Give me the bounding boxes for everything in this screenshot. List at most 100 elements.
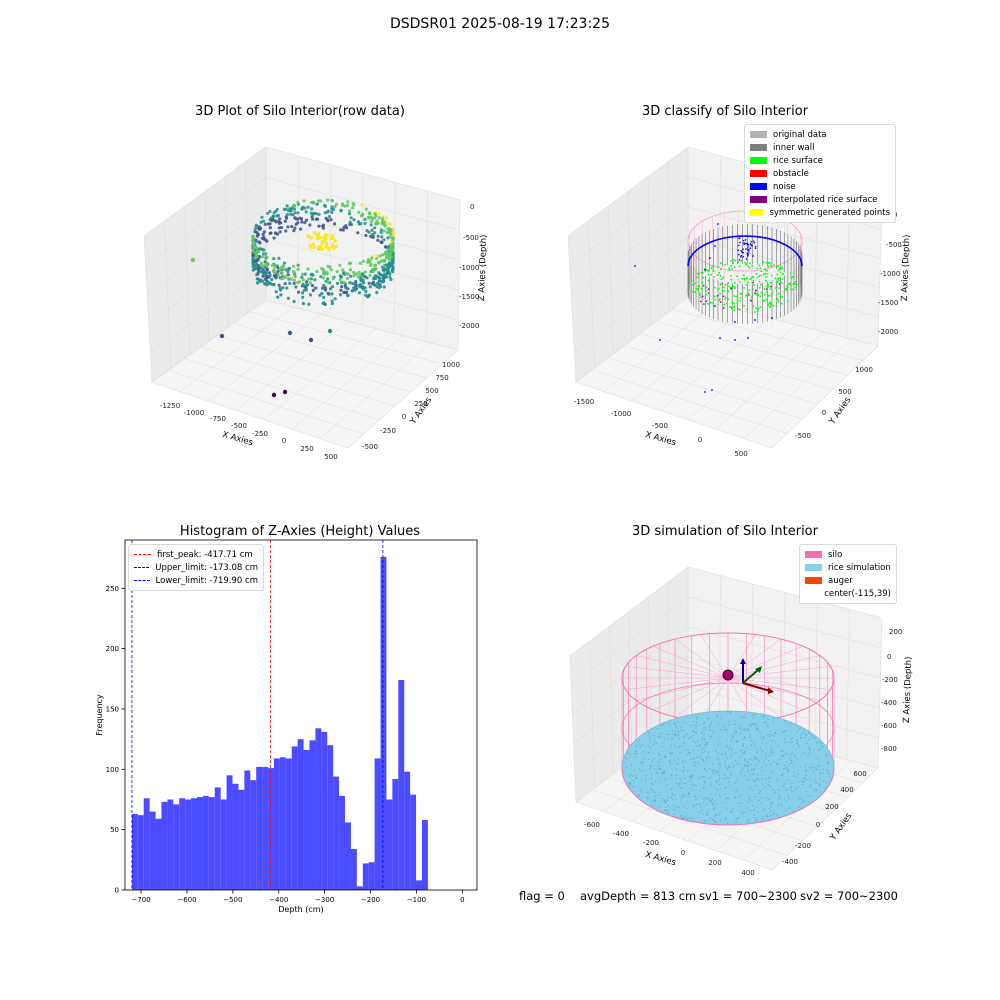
interpolated-point	[754, 292, 756, 294]
rice-surface-point	[733, 295, 736, 297]
rice-point	[701, 751, 703, 754]
rice-point	[771, 801, 773, 804]
panel1-ztick: -500	[463, 234, 479, 242]
rice-point	[808, 732, 810, 734]
rice-point	[785, 800, 788, 803]
rice-surface-point	[787, 300, 789, 302]
rice-point	[674, 734, 677, 737]
rice-point	[632, 785, 634, 788]
rice-point	[690, 784, 692, 786]
rice-point	[770, 763, 772, 766]
rice-point	[758, 779, 760, 781]
rice-point	[749, 757, 752, 760]
rice-point	[633, 756, 635, 759]
rice-point	[736, 762, 738, 765]
rice-surface-point	[740, 260, 743, 263]
axis-arrow-x	[742, 682, 771, 692]
data-point	[350, 289, 354, 293]
rice-point	[625, 757, 627, 759]
rice-surface-point	[773, 264, 775, 266]
data-point	[280, 277, 284, 281]
rice-surface-point	[739, 281, 741, 283]
rice-point	[764, 809, 766, 811]
panel4-xtick: -600	[584, 821, 600, 829]
rice-point	[665, 756, 667, 758]
rice-point	[658, 806, 661, 808]
rice-point	[752, 717, 755, 719]
data-point	[384, 275, 388, 279]
data-point	[326, 198, 330, 202]
rice-point	[677, 758, 679, 760]
rice-surface-point	[793, 283, 796, 286]
rice-point	[671, 730, 674, 732]
panel1-xtick: -250	[252, 430, 268, 438]
rice-point	[808, 752, 810, 754]
rice-surface-point	[748, 267, 751, 269]
panel4-xtick: 200	[708, 859, 721, 867]
data-point	[285, 204, 289, 208]
gridline	[571, 206, 689, 295]
rice-point	[783, 738, 786, 740]
panel4-xlabel: X Axies	[644, 850, 677, 868]
rice-point	[767, 726, 769, 728]
rice-point	[640, 746, 642, 748]
data-point	[330, 285, 335, 289]
rice-point	[736, 740, 739, 742]
rice-surface-point	[777, 299, 779, 302]
data-point	[362, 281, 366, 285]
rice-point	[647, 745, 649, 747]
rice-point	[752, 805, 754, 807]
data-point	[295, 217, 300, 221]
data-point	[373, 216, 377, 220]
rice-point	[777, 797, 780, 800]
rice-point	[798, 806, 800, 809]
rice-surface-point	[751, 264, 754, 267]
gridline	[628, 611, 633, 760]
rice-point	[675, 769, 677, 771]
rice-point	[766, 814, 768, 817]
data-point	[324, 288, 328, 292]
rice-point	[651, 791, 654, 793]
rice-surface-point	[756, 267, 759, 270]
rice-surface-point	[781, 278, 784, 280]
rice-point	[673, 795, 676, 797]
data-point	[293, 226, 297, 230]
rice-point	[747, 770, 749, 772]
histogram-bar	[167, 799, 174, 890]
rice-point	[706, 811, 708, 814]
data-point	[274, 276, 278, 280]
rice-point	[787, 779, 790, 781]
rice-point	[713, 804, 715, 806]
rice-point	[713, 808, 715, 811]
rice-surface-point	[739, 300, 741, 302]
gridline	[207, 314, 322, 402]
data-point	[371, 280, 375, 284]
data-point	[355, 272, 359, 276]
gridline	[148, 238, 267, 324]
silo-roof-wire	[727, 677, 782, 718]
data-point	[359, 279, 363, 283]
rice-point	[732, 736, 734, 738]
rice-point	[799, 766, 802, 768]
rice-point	[724, 787, 727, 789]
rice-point	[779, 795, 781, 798]
panel2-legend-label: original data	[773, 129, 827, 140]
rice-point	[707, 755, 709, 758]
rice-surface-point	[701, 281, 704, 284]
rice-point	[654, 739, 656, 741]
rice-point	[649, 736, 651, 739]
rice-point	[806, 742, 808, 744]
data-point	[318, 293, 322, 297]
rice-point	[750, 810, 752, 812]
rice-surface-point	[767, 304, 769, 307]
rice-surface-point	[700, 287, 703, 290]
data-point	[268, 226, 272, 230]
data-point	[330, 301, 334, 306]
rice-point	[695, 761, 697, 763]
rice-surface-point	[758, 275, 761, 277]
data-point	[384, 245, 388, 249]
rice-point	[698, 811, 700, 814]
data-point	[369, 215, 373, 219]
rice-point	[685, 815, 688, 817]
data-point	[286, 277, 291, 281]
